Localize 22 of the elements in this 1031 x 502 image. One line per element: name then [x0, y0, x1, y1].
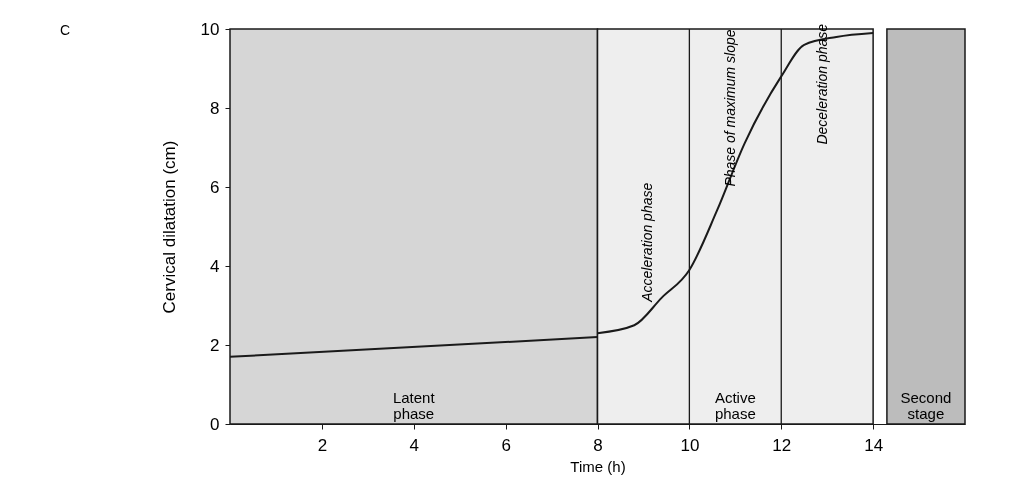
y-tick-label: 2: [210, 335, 220, 355]
x-tick-label: 4: [409, 435, 419, 455]
y-tick-label: 6: [210, 177, 220, 197]
x-tick-label: 14: [864, 435, 884, 455]
x-tick-label: 6: [501, 435, 511, 455]
y-tick-label: 10: [200, 19, 220, 39]
x-tick-label: 2: [317, 435, 328, 455]
text: C: [60, 22, 71, 38]
y-tick-label: 4: [210, 256, 220, 276]
annotation: Phase of maximum slope: [721, 29, 738, 187]
x-tick-label: 12: [772, 435, 792, 455]
band-label: Second stage: [900, 389, 952, 422]
x-tick-label: 10: [680, 435, 700, 455]
y-tick-label: 0: [210, 414, 220, 434]
y-tick-label: 8: [210, 98, 220, 118]
x-axis-title: Time (h): [570, 457, 626, 475]
annotation: Acceleration phase: [639, 182, 656, 303]
band-label: Active phase: [714, 389, 756, 422]
band-label: Latent phase: [392, 389, 436, 422]
annotation: Deceleration phase: [813, 23, 830, 145]
x-tick-label: 8: [593, 435, 603, 455]
y-axis-title: Cervical dilatation (cm): [159, 140, 179, 314]
